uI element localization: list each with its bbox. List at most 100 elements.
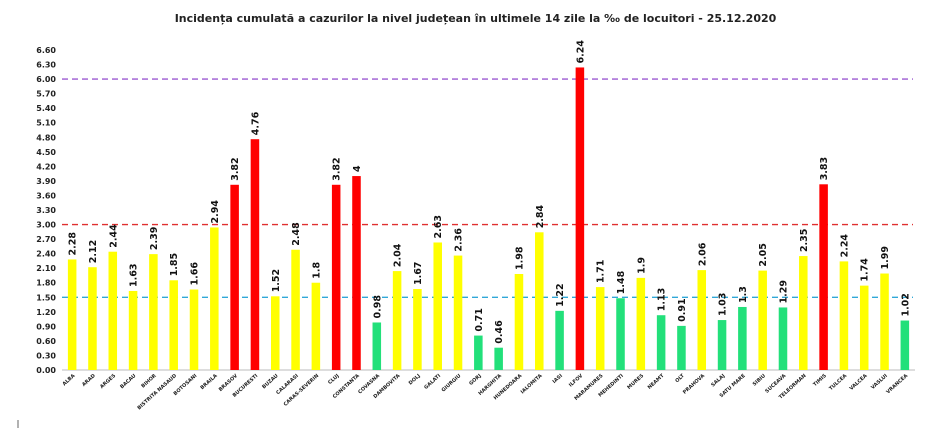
chart-title: Incidența cumulată a cazurilor la nivel …: [174, 12, 777, 25]
bar: [900, 320, 910, 370]
x-tick-label: BRAILA: [199, 373, 218, 391]
x-tick-label: ARGES: [99, 373, 117, 390]
data-label: 1.63: [129, 264, 140, 287]
data-label: 2.48: [291, 222, 302, 246]
data-label: 2.05: [758, 243, 769, 266]
data-label: 2.44: [108, 224, 119, 248]
data-label: 1.3: [738, 286, 749, 303]
y-tick-label: 6.60: [36, 46, 56, 55]
data-label: 4.76: [250, 111, 261, 135]
threshold-lines: [62, 78, 913, 298]
bar: [880, 273, 889, 370]
bar: [474, 335, 483, 370]
bar: [717, 320, 727, 370]
bar: [535, 232, 544, 370]
data-label: 3.82: [332, 157, 343, 180]
bar: [799, 256, 808, 370]
x-tick-label: GIURGIU: [441, 373, 463, 393]
bar: [250, 139, 260, 370]
y-tick-label: 1.50: [36, 293, 56, 302]
x-tick-label: VRANCEA: [885, 373, 909, 395]
data-label: 2.39: [149, 227, 160, 250]
bar: [697, 270, 707, 370]
bar: [677, 325, 686, 370]
x-tick-label: PRAHOVA: [682, 373, 706, 396]
data-label: 3.83: [819, 157, 830, 180]
data-label: 1.71: [596, 260, 607, 283]
bar: [433, 242, 442, 370]
data-label: 1.9: [636, 257, 647, 274]
bar: [291, 249, 300, 370]
y-tick-label: 5.70: [36, 90, 56, 99]
bar: [331, 184, 341, 370]
y-tick-label: 5.40: [36, 104, 56, 113]
bar: [352, 176, 361, 370]
bar: [656, 315, 666, 370]
x-tick-label: SALAJ: [710, 373, 726, 389]
x-tick-label: ALBA: [62, 373, 77, 387]
data-label: 1.29: [778, 280, 789, 303]
bar: [189, 289, 199, 370]
bar: [413, 289, 422, 370]
bar: [67, 259, 77, 370]
x-tick-label: NEAMT: [647, 373, 666, 391]
y-tick-label: 4.20: [36, 162, 56, 171]
data-label: 1.67: [413, 262, 424, 285]
data-label: 1.98: [514, 246, 525, 270]
x-tick-label: VALCEA: [849, 373, 869, 392]
data-label: 1.99: [880, 246, 891, 269]
x-tick-label: OLT: [674, 373, 686, 385]
data-label: 2.35: [799, 229, 810, 252]
data-label: 0.91: [677, 298, 688, 321]
data-label: 1.48: [616, 270, 627, 294]
y-tick-label: 2.70: [36, 235, 56, 244]
data-label: 1.74: [860, 258, 871, 282]
bar: [595, 287, 605, 370]
bar: [230, 184, 239, 370]
bar: [372, 322, 382, 370]
data-label: 2.28: [68, 232, 79, 256]
data-label: 6.24: [575, 40, 586, 64]
bar: [859, 285, 869, 370]
bar: [555, 310, 564, 370]
bar: [575, 67, 585, 371]
data-label: 0.71: [474, 308, 485, 331]
y-tick-label: 2.10: [36, 264, 56, 273]
data-label: 1.22: [555, 283, 566, 306]
data-label: 1.52: [271, 269, 282, 292]
x-tick-label: ILFOV: [568, 373, 584, 389]
y-tick-label: 6.00: [36, 75, 56, 84]
x-tick-label: IALOMITA: [520, 373, 544, 395]
x-tick-label: SIBIU: [752, 373, 767, 388]
data-label: 2.04: [393, 243, 404, 267]
bar: [210, 227, 219, 370]
y-tick-label: 6.30: [36, 61, 56, 70]
bar: [839, 261, 849, 370]
bar: [453, 255, 463, 370]
data-label: 2.36: [454, 228, 465, 252]
bar: [738, 306, 747, 370]
y-tick-label: 3.90: [36, 177, 56, 186]
bar: [758, 270, 767, 370]
y-tick-label: 3.30: [36, 206, 56, 215]
x-tick-label: MURES: [626, 373, 645, 391]
y-tick-label: 2.40: [36, 250, 56, 259]
data-label: 0.46: [494, 320, 505, 344]
axes: 0.00 0.30 0.60 0.90 1.20 1.50 1.80 2.10 2.40 2.70…: [36, 46, 915, 375]
y-tick-label: 0.30: [36, 351, 56, 360]
data-label: 1.03: [718, 293, 729, 316]
bar: [108, 251, 118, 370]
x-tick-label: GORJ: [468, 373, 483, 387]
data-label: 2.63: [433, 215, 444, 238]
x-tick-label: BACAU: [119, 373, 137, 390]
bar: [392, 271, 402, 370]
bar: [494, 347, 503, 370]
y-tick-label: 1.80: [36, 279, 56, 288]
bar: [270, 296, 280, 370]
data-label: 1.66: [190, 262, 201, 286]
y-tick-label: 4.50: [36, 148, 56, 157]
bar: [514, 274, 524, 370]
y-tick-label: 0.00: [36, 366, 56, 375]
data-label: 2.94: [210, 200, 221, 224]
